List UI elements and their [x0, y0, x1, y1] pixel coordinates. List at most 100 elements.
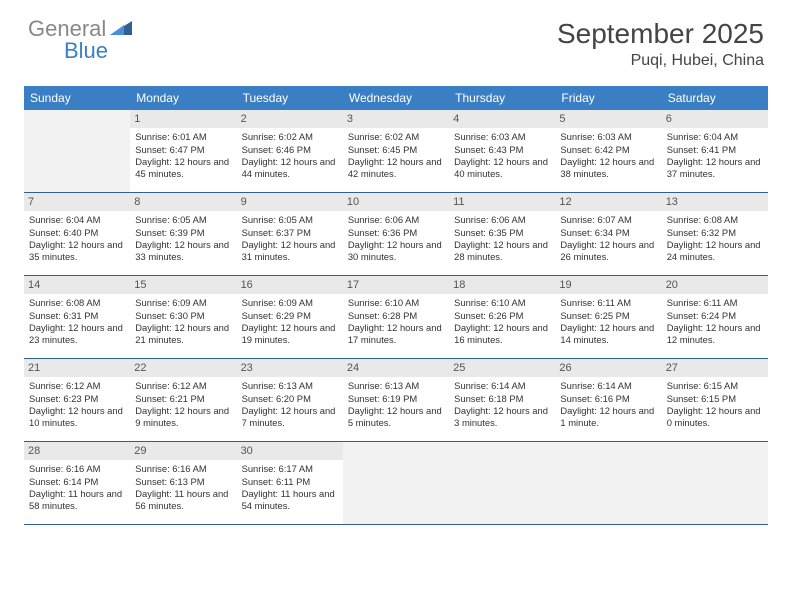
- calendar-cell: 21Sunrise: 6:12 AMSunset: 6:23 PMDayligh…: [24, 359, 130, 441]
- daylight-text: Daylight: 12 hours and 12 minutes.: [667, 322, 763, 346]
- calendar-cell: 7Sunrise: 6:04 AMSunset: 6:40 PMDaylight…: [24, 193, 130, 275]
- sunset-text: Sunset: 6:26 PM: [454, 310, 550, 322]
- sunset-text: Sunset: 6:13 PM: [135, 476, 231, 488]
- day-number: 28: [24, 442, 130, 460]
- weeks-container: 1Sunrise: 6:01 AMSunset: 6:47 PMDaylight…: [24, 110, 768, 525]
- calendar-cell: 12Sunrise: 6:07 AMSunset: 6:34 PMDayligh…: [555, 193, 661, 275]
- day-header-row: Sunday Monday Tuesday Wednesday Thursday…: [24, 86, 768, 110]
- week-row: 21Sunrise: 6:12 AMSunset: 6:23 PMDayligh…: [24, 359, 768, 442]
- daylight-text: Daylight: 12 hours and 37 minutes.: [667, 156, 763, 180]
- calendar: Sunday Monday Tuesday Wednesday Thursday…: [24, 86, 768, 525]
- daylight-text: Daylight: 12 hours and 38 minutes.: [560, 156, 656, 180]
- calendar-cell: 5Sunrise: 6:03 AMSunset: 6:42 PMDaylight…: [555, 110, 661, 192]
- sunrise-text: Sunrise: 6:09 AM: [135, 297, 231, 309]
- daylight-text: Daylight: 12 hours and 35 minutes.: [29, 239, 125, 263]
- sunrise-text: Sunrise: 6:08 AM: [667, 214, 763, 226]
- week-row: 14Sunrise: 6:08 AMSunset: 6:31 PMDayligh…: [24, 276, 768, 359]
- day-number: 18: [449, 276, 555, 294]
- calendar-cell: 19Sunrise: 6:11 AMSunset: 6:25 PMDayligh…: [555, 276, 661, 358]
- sunrise-text: Sunrise: 6:12 AM: [135, 380, 231, 392]
- daylight-text: Daylight: 12 hours and 30 minutes.: [348, 239, 444, 263]
- day-header-friday: Friday: [555, 86, 661, 110]
- calendar-cell: [449, 442, 555, 524]
- day-number: 30: [237, 442, 343, 460]
- sunrise-text: Sunrise: 6:03 AM: [454, 131, 550, 143]
- logo-text-blue: Blue: [64, 40, 132, 62]
- daylight-text: Daylight: 12 hours and 24 minutes.: [667, 239, 763, 263]
- day-header-monday: Monday: [130, 86, 236, 110]
- day-number: 21: [24, 359, 130, 377]
- day-number: 12: [555, 193, 661, 211]
- daylight-text: Daylight: 12 hours and 14 minutes.: [560, 322, 656, 346]
- daylight-text: Daylight: 12 hours and 33 minutes.: [135, 239, 231, 263]
- sunrise-text: Sunrise: 6:10 AM: [348, 297, 444, 309]
- day-number: 10: [343, 193, 449, 211]
- calendar-cell: 17Sunrise: 6:10 AMSunset: 6:28 PMDayligh…: [343, 276, 449, 358]
- sunrise-text: Sunrise: 6:17 AM: [242, 463, 338, 475]
- daylight-text: Daylight: 12 hours and 19 minutes.: [242, 322, 338, 346]
- day-header-thursday: Thursday: [449, 86, 555, 110]
- day-number: 29: [130, 442, 236, 460]
- day-number: 19: [555, 276, 661, 294]
- sunrise-text: Sunrise: 6:13 AM: [348, 380, 444, 392]
- sunset-text: Sunset: 6:35 PM: [454, 227, 550, 239]
- calendar-cell: 26Sunrise: 6:14 AMSunset: 6:16 PMDayligh…: [555, 359, 661, 441]
- sunset-text: Sunset: 6:24 PM: [667, 310, 763, 322]
- sunrise-text: Sunrise: 6:02 AM: [348, 131, 444, 143]
- day-number: 23: [237, 359, 343, 377]
- daylight-text: Daylight: 12 hours and 21 minutes.: [135, 322, 231, 346]
- calendar-cell: 30Sunrise: 6:17 AMSunset: 6:11 PMDayligh…: [237, 442, 343, 524]
- sunset-text: Sunset: 6:28 PM: [348, 310, 444, 322]
- calendar-cell: [662, 442, 768, 524]
- day-number: 27: [662, 359, 768, 377]
- sunset-text: Sunset: 6:18 PM: [454, 393, 550, 405]
- sunset-text: Sunset: 6:19 PM: [348, 393, 444, 405]
- day-number: 7: [24, 193, 130, 211]
- sunset-text: Sunset: 6:31 PM: [29, 310, 125, 322]
- sunset-text: Sunset: 6:41 PM: [667, 144, 763, 156]
- day-number: 16: [237, 276, 343, 294]
- sunset-text: Sunset: 6:39 PM: [135, 227, 231, 239]
- calendar-cell: 8Sunrise: 6:05 AMSunset: 6:39 PMDaylight…: [130, 193, 236, 275]
- sunrise-text: Sunrise: 6:15 AM: [667, 380, 763, 392]
- calendar-cell: 27Sunrise: 6:15 AMSunset: 6:15 PMDayligh…: [662, 359, 768, 441]
- daylight-text: Daylight: 12 hours and 9 minutes.: [135, 405, 231, 429]
- sunset-text: Sunset: 6:29 PM: [242, 310, 338, 322]
- day-number: 1: [130, 110, 236, 128]
- day-number: 13: [662, 193, 768, 211]
- sunset-text: Sunset: 6:16 PM: [560, 393, 656, 405]
- sunrise-text: Sunrise: 6:04 AM: [29, 214, 125, 226]
- calendar-cell: 11Sunrise: 6:06 AMSunset: 6:35 PMDayligh…: [449, 193, 555, 275]
- daylight-text: Daylight: 12 hours and 1 minute.: [560, 405, 656, 429]
- sunrise-text: Sunrise: 6:05 AM: [135, 214, 231, 226]
- sunset-text: Sunset: 6:11 PM: [242, 476, 338, 488]
- calendar-cell: 18Sunrise: 6:10 AMSunset: 6:26 PMDayligh…: [449, 276, 555, 358]
- sunset-text: Sunset: 6:23 PM: [29, 393, 125, 405]
- logo-triangle-icon: [110, 19, 132, 39]
- sunrise-text: Sunrise: 6:14 AM: [454, 380, 550, 392]
- daylight-text: Daylight: 11 hours and 58 minutes.: [29, 488, 125, 512]
- calendar-cell: 24Sunrise: 6:13 AMSunset: 6:19 PMDayligh…: [343, 359, 449, 441]
- calendar-cell: 28Sunrise: 6:16 AMSunset: 6:14 PMDayligh…: [24, 442, 130, 524]
- day-number: 5: [555, 110, 661, 128]
- day-number: 15: [130, 276, 236, 294]
- calendar-cell: 15Sunrise: 6:09 AMSunset: 6:30 PMDayligh…: [130, 276, 236, 358]
- sunrise-text: Sunrise: 6:11 AM: [560, 297, 656, 309]
- sunset-text: Sunset: 6:20 PM: [242, 393, 338, 405]
- day-header-sunday: Sunday: [24, 86, 130, 110]
- day-number: 3: [343, 110, 449, 128]
- sunrise-text: Sunrise: 6:16 AM: [29, 463, 125, 475]
- day-number: 22: [130, 359, 236, 377]
- day-header-tuesday: Tuesday: [237, 86, 343, 110]
- day-number: 9: [237, 193, 343, 211]
- sunset-text: Sunset: 6:37 PM: [242, 227, 338, 239]
- sunrise-text: Sunrise: 6:11 AM: [667, 297, 763, 309]
- calendar-cell: 4Sunrise: 6:03 AMSunset: 6:43 PMDaylight…: [449, 110, 555, 192]
- sunset-text: Sunset: 6:15 PM: [667, 393, 763, 405]
- day-number: 2: [237, 110, 343, 128]
- daylight-text: Daylight: 12 hours and 10 minutes.: [29, 405, 125, 429]
- daylight-text: Daylight: 12 hours and 23 minutes.: [29, 322, 125, 346]
- daylight-text: Daylight: 12 hours and 5 minutes.: [348, 405, 444, 429]
- daylight-text: Daylight: 12 hours and 26 minutes.: [560, 239, 656, 263]
- calendar-cell: 29Sunrise: 6:16 AMSunset: 6:13 PMDayligh…: [130, 442, 236, 524]
